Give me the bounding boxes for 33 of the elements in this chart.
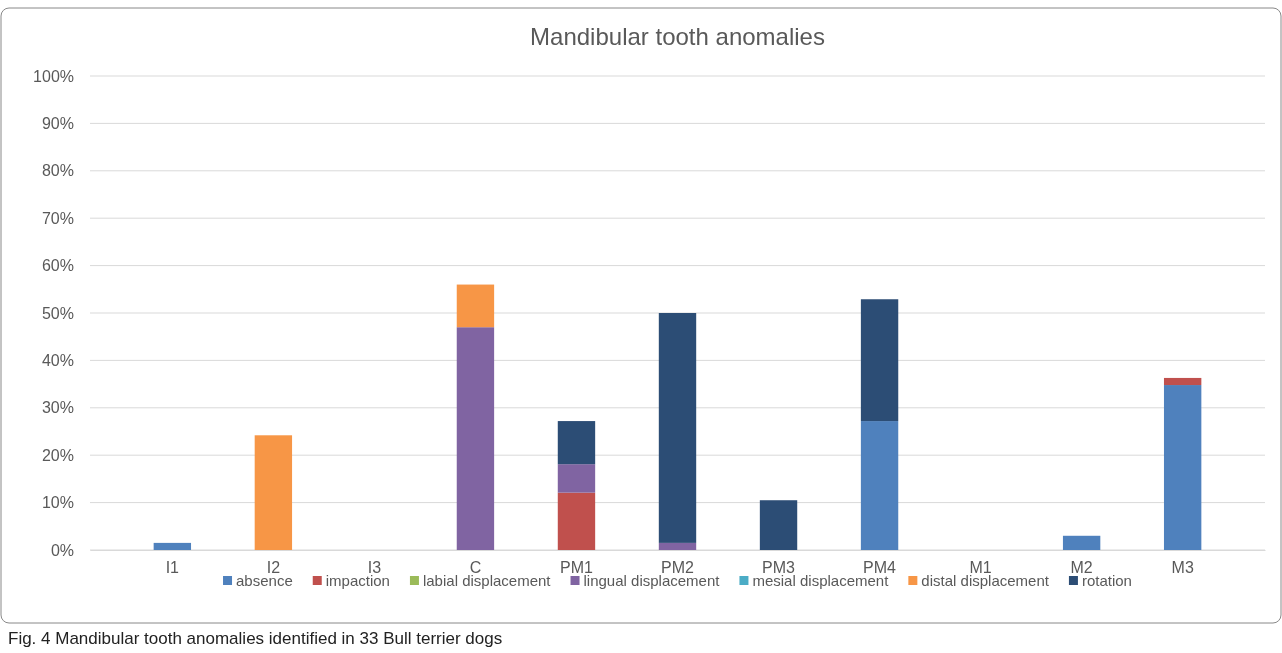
bar (557, 492, 596, 550)
bar (1163, 385, 1202, 550)
x-tick-label: I1 (165, 559, 180, 577)
caption: Fig. 4 Mandibular tooth anomalies identified in 33 Bull terrier dogs (8, 629, 503, 648)
bar (557, 464, 596, 493)
y-tick-label: 20% (41, 446, 74, 464)
bar (658, 313, 697, 543)
y-tick-label: 30% (41, 399, 74, 417)
y-tick-label: 10% (41, 494, 74, 512)
y-tick-label: 90% (41, 115, 74, 133)
bar (759, 500, 798, 550)
legend-label: impaction (325, 572, 390, 589)
bar (153, 542, 192, 550)
x-tick-label: M3 (1171, 559, 1194, 577)
y-tick-label: 40% (41, 352, 74, 370)
bar (860, 421, 899, 550)
bar (1062, 535, 1101, 550)
legend-label: distal displacement (921, 572, 1050, 589)
bar (860, 299, 899, 422)
y-tick-label: 50% (41, 304, 74, 322)
y-tick-label: 100% (33, 67, 74, 85)
y-tick-label: 0% (50, 541, 74, 559)
bar (557, 421, 596, 465)
bar (254, 435, 293, 550)
bar (456, 327, 495, 550)
bar (456, 284, 495, 328)
y-tick-label: 80% (41, 162, 74, 180)
legend-label: labial displacement (422, 572, 552, 589)
y-tick-label: 60% (41, 257, 74, 275)
bar (658, 542, 697, 550)
y-tick-label: 70% (41, 209, 74, 227)
bar (1163, 377, 1202, 386)
chart-title: Mandibular tooth anomalies (530, 23, 825, 50)
